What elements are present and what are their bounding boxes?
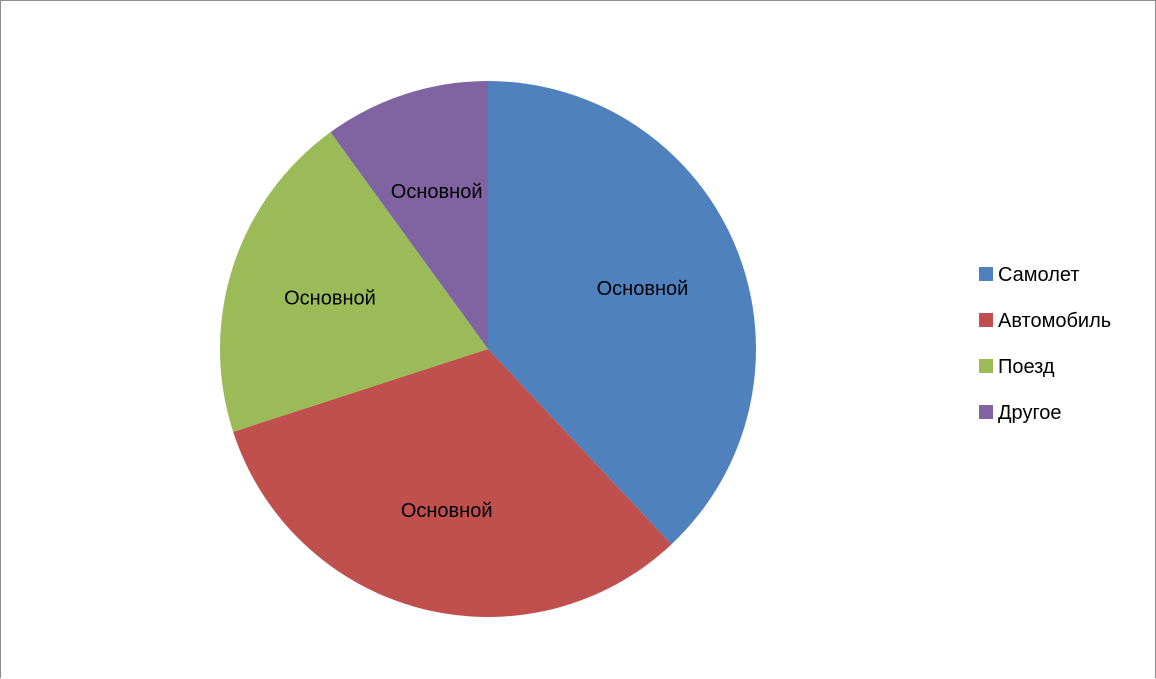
slice-1 — [488, 81, 756, 545]
legend-swatch-3 — [979, 359, 993, 373]
legend: Самолет Автомобиль Поезд Другое — [979, 264, 1111, 424]
slice-labels: Основной Основной Основной Основной — [284, 181, 688, 522]
slice-3 — [219, 132, 488, 432]
legend-label-3: Поезд — [998, 356, 1055, 378]
legend-swatch-4 — [979, 405, 993, 419]
legend-label-2: Автомобиль — [998, 310, 1111, 332]
legend-label-4: Другое — [998, 402, 1062, 424]
legend-swatch-2 — [979, 313, 993, 327]
legend-swatch-1 — [979, 267, 993, 281]
legend-label-1: Самолет — [998, 264, 1080, 286]
pie-slices — [219, 81, 756, 617]
slice-label-4: Основной — [391, 181, 483, 203]
slice-label-2: Основной — [401, 500, 493, 522]
slice-label-3: Основной — [284, 288, 376, 310]
slice-4 — [330, 81, 488, 349]
slice-2 — [233, 349, 672, 617]
slice-label-1: Основной — [597, 278, 689, 300]
